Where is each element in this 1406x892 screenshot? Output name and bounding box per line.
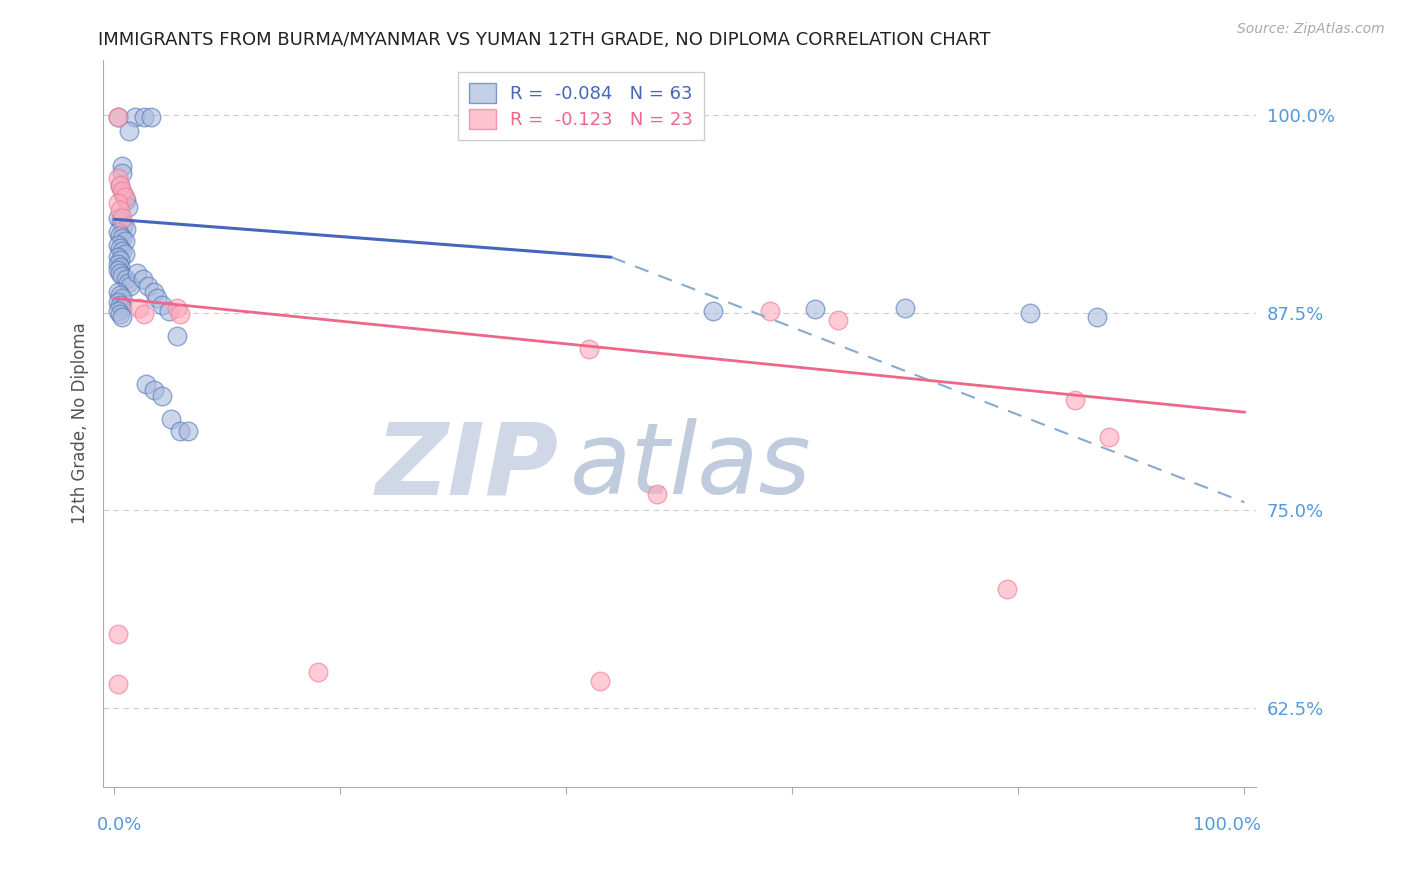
Point [108, 307, 131, 321]
Point [804, 302, 827, 317]
Point [139, 110, 162, 124]
Point [827, 313, 849, 327]
Point [114, 190, 136, 204]
Text: IMMIGRANTS FROM BURMA/MYANMAR VS YUMAN 12TH GRADE, NO DIPLOMA CORRELATION CHART: IMMIGRANTS FROM BURMA/MYANMAR VS YUMAN 1… [98, 31, 991, 49]
Point [107, 263, 129, 277]
Point [758, 304, 780, 318]
Point [114, 221, 136, 235]
Point [111, 184, 134, 198]
Point [157, 304, 180, 318]
Point [107, 211, 129, 225]
Point [107, 256, 129, 270]
Text: Source: ZipAtlas.com: Source: ZipAtlas.com [1237, 22, 1385, 37]
Point [307, 665, 329, 679]
Point [108, 179, 131, 194]
Point [166, 329, 188, 343]
Point [107, 677, 129, 691]
Point [107, 171, 129, 186]
Point [117, 276, 139, 290]
Point [107, 304, 129, 318]
Point [143, 285, 166, 299]
Text: 100.0%: 100.0% [1194, 816, 1261, 834]
Point [108, 241, 131, 255]
Point [118, 124, 141, 138]
Point [702, 304, 724, 318]
Point [135, 376, 157, 391]
Point [110, 214, 132, 228]
Y-axis label: 12th Grade, No Diploma: 12th Grade, No Diploma [72, 322, 89, 524]
Point [111, 244, 134, 258]
Point [143, 383, 166, 397]
Point [114, 272, 136, 286]
Point [111, 231, 134, 245]
Point [166, 301, 188, 315]
Point [111, 269, 134, 284]
Point [1098, 430, 1121, 444]
Point [125, 266, 148, 280]
Point [107, 196, 129, 211]
Point [108, 202, 131, 217]
Point [589, 673, 612, 688]
Point [111, 211, 134, 225]
Point [108, 260, 131, 274]
Point [114, 247, 136, 261]
Point [117, 200, 139, 214]
Point [132, 307, 155, 321]
Point [120, 278, 142, 293]
Point [111, 291, 134, 305]
Point [131, 272, 153, 286]
Text: ZIP: ZIP [375, 418, 558, 516]
Point [111, 310, 134, 325]
Point [578, 342, 600, 356]
Point [645, 487, 668, 501]
Point [107, 225, 129, 239]
Point [160, 411, 183, 425]
Point [108, 253, 131, 268]
Point [1087, 310, 1109, 325]
Point [107, 294, 129, 309]
Point [128, 301, 150, 315]
Point [124, 110, 146, 124]
Point [107, 110, 129, 124]
Point [111, 166, 134, 180]
Point [112, 186, 135, 201]
Point [108, 266, 131, 280]
Point [132, 110, 155, 124]
Point [107, 626, 129, 640]
Point [107, 237, 129, 252]
Point [136, 278, 159, 293]
Point [108, 298, 131, 312]
Point [995, 582, 1018, 597]
Point [111, 301, 134, 315]
Text: atlas: atlas [569, 418, 811, 516]
Point [146, 291, 169, 305]
Point [169, 424, 191, 438]
Point [111, 159, 134, 173]
Point [108, 288, 131, 302]
Point [112, 219, 135, 233]
Point [150, 389, 173, 403]
Text: 0.0%: 0.0% [97, 816, 143, 834]
Point [107, 110, 129, 124]
Point [169, 307, 191, 321]
Point [107, 285, 129, 299]
Point [107, 250, 129, 264]
Point [150, 298, 173, 312]
Point [1018, 305, 1040, 319]
Point [114, 194, 136, 208]
Point [1063, 392, 1085, 407]
Point [894, 301, 917, 315]
Point [108, 178, 131, 192]
Legend: R =  -0.084   N = 63, R =  -0.123   N = 23: R = -0.084 N = 63, R = -0.123 N = 23 [458, 72, 704, 140]
Point [114, 235, 136, 249]
Point [600, 110, 623, 124]
Point [177, 424, 200, 438]
Point [108, 228, 131, 243]
